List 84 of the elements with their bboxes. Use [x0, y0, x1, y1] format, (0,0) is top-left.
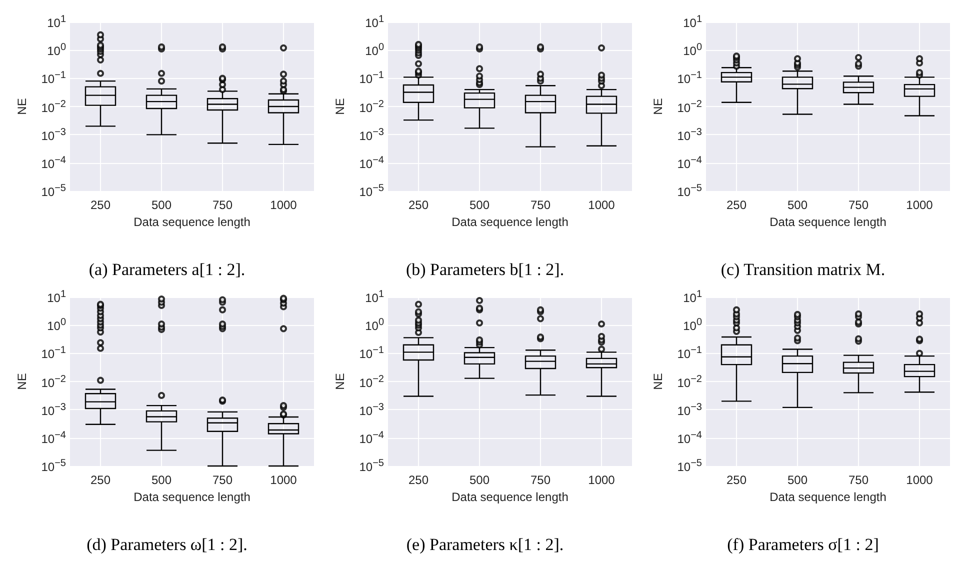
text: (e) Parameters κ[1 : 2].: [406, 535, 564, 554]
y-tick-label: 10$^{−4}$: [677, 430, 702, 446]
y-tick-label: 10$^{−5}$: [677, 458, 702, 474]
y-axis-title: NE: [15, 373, 29, 390]
y-tick-label: 10$^{−5}$: [359, 183, 384, 199]
y-tick-label: 10$^{−1}$: [677, 70, 702, 86]
y-tick-label: 10$^{1}$: [365, 14, 384, 30]
x-tick-label: 750: [212, 473, 233, 487]
y-tick-label: 10$^{0}$: [47, 42, 66, 58]
y-tick-label: 10$^{−2}$: [677, 374, 702, 390]
x-tick-label: 500: [787, 198, 808, 212]
y-tick-label: 10$^{−2}$: [359, 98, 384, 114]
x-tick-label: 500: [151, 473, 172, 487]
x-tick-label: 1000: [270, 473, 298, 487]
y-tick-label: 10$^{−1}$: [359, 70, 384, 86]
x-axis-title: Data sequence length: [452, 490, 568, 504]
y-axis-title: NE: [651, 98, 665, 115]
x-tick-label: 500: [469, 198, 490, 212]
y-axis-title: NE: [333, 98, 347, 115]
y-tick-label: 10$^{−3}$: [677, 126, 702, 143]
y-tick-label: 10$^{−1}$: [359, 345, 384, 362]
y-tick-label: 10$^{−5}$: [677, 183, 702, 199]
x-tick-label: 1000: [906, 473, 934, 487]
y-tick-label: 10$^{−2}$: [677, 98, 702, 114]
y-axis-title: NE: [651, 373, 665, 390]
text: (b) Parameters b[1 : 2].: [406, 260, 564, 279]
y-tick-label: 10$^{1}$: [365, 289, 384, 305]
text: (f) Parameters σ[1 : 2]: [727, 535, 879, 554]
x-axis-title: Data sequence length: [134, 214, 250, 229]
y-tick-label: 10$^{−2}$: [41, 98, 66, 114]
x-axis-title: Data sequence length: [770, 490, 886, 504]
text: (c) Transition matrix M.: [720, 260, 886, 279]
x-tick-label: 750: [212, 198, 233, 212]
x-axis-title: Data sequence length: [452, 214, 568, 229]
y-tick-label: 10$^{−5}$: [41, 183, 66, 199]
text: (a) Parameters a[1 : 2].: [88, 260, 246, 279]
y-tick-label: 10$^{−4}$: [41, 154, 66, 171]
y-tick-label: 10$^{−3}$: [41, 402, 66, 418]
x-tick-label: 750: [848, 473, 869, 487]
y-tick-label: 10$^{−5}$: [41, 458, 66, 474]
x-axis-title: Data sequence length: [770, 214, 886, 229]
y-tick-label: 10$^{0}$: [683, 317, 702, 334]
x-tick-label: 250: [726, 198, 747, 212]
x-tick-label: 750: [530, 473, 551, 487]
y-axis-title: NE: [333, 373, 347, 390]
y-tick-label: 10$^{−2}$: [41, 374, 66, 390]
y-tick-label: 10$^{−4}$: [41, 430, 66, 446]
x-tick-label: 1000: [906, 198, 934, 212]
y-tick-label: 10$^{0}$: [365, 42, 384, 58]
y-axis-title: NE: [15, 98, 29, 115]
text: (d) Parameters ω[1 : 2].: [86, 535, 248, 554]
y-tick-label: 10$^{1}$: [683, 14, 702, 30]
x-tick-label: 250: [90, 198, 111, 212]
y-tick-label: 10$^{1}$: [47, 289, 66, 305]
y-tick-label: 10$^{−4}$: [359, 154, 384, 171]
y-tick-label: 10$^{−4}$: [359, 430, 384, 446]
x-tick-label: 750: [848, 198, 869, 212]
x-tick-label: 1000: [588, 198, 616, 212]
y-tick-label: 10$^{0}$: [683, 42, 702, 58]
x-tick-label: 250: [726, 473, 747, 487]
x-tick-label: 250: [408, 198, 429, 212]
x-tick-label: 1000: [270, 198, 298, 212]
y-tick-label: 10$^{−4}$: [677, 154, 702, 171]
y-tick-label: 10$^{−1}$: [41, 345, 66, 362]
y-tick-label: 10$^{0}$: [47, 317, 66, 334]
x-tick-label: 250: [90, 473, 111, 487]
y-tick-label: 10$^{−3}$: [359, 126, 384, 143]
y-tick-label: 10$^{−5}$: [359, 458, 384, 474]
y-tick-label: 10$^{−1}$: [677, 345, 702, 362]
y-tick-label: 10$^{−3}$: [677, 402, 702, 418]
x-tick-label: 1000: [588, 473, 616, 487]
y-tick-label: 10$^{−3}$: [41, 126, 66, 143]
x-tick-label: 250: [408, 473, 429, 487]
x-tick-label: 750: [530, 198, 551, 212]
y-tick-label: 10$^{0}$: [365, 317, 384, 334]
y-tick-label: 10$^{1}$: [47, 14, 66, 30]
y-tick-label: 10$^{−3}$: [359, 402, 384, 418]
x-tick-label: 500: [787, 473, 808, 487]
x-tick-label: 500: [151, 198, 172, 212]
x-tick-label: 500: [469, 473, 490, 487]
y-tick-label: 10$^{−1}$: [41, 70, 66, 86]
x-axis-title: Data sequence length: [134, 490, 250, 504]
y-tick-label: 10$^{−2}$: [359, 374, 384, 390]
y-tick-label: 10$^{1}$: [683, 289, 702, 305]
